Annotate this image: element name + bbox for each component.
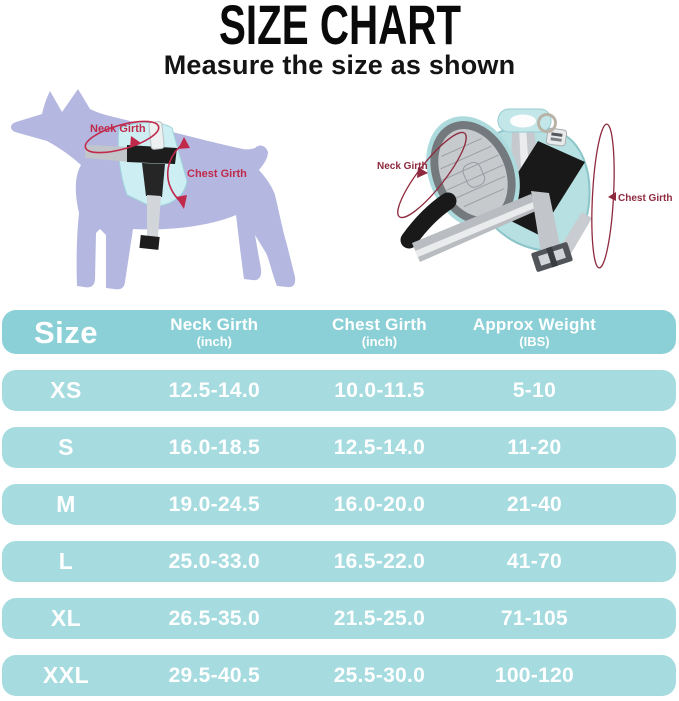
chest-girth-cell: 21.5-25.0 xyxy=(333,607,426,630)
measurement-figures: Neck Girth Chest Girth xyxy=(0,85,679,307)
weight-cell: 100-120 xyxy=(494,664,575,687)
harness-product-photo: Neck Girth Chest Girth xyxy=(377,108,672,272)
neck-girth-cell: 25.0-33.0 xyxy=(168,550,261,573)
chest-girth-cell: 16.0-20.0 xyxy=(333,493,426,516)
size-cell: S xyxy=(58,434,74,460)
neck-girth-arrow-icon xyxy=(417,167,428,178)
column-header-approx-weight: Approx Weight (IBS) xyxy=(472,315,597,349)
column-header-chest-girth: Chest Girth (inch) xyxy=(332,315,427,349)
heading-block: SIZE CHART Measure the size as shown xyxy=(0,0,679,79)
chest-girth-arrow-down-icon xyxy=(176,195,187,209)
column-header-size: Size xyxy=(34,314,99,350)
neck-girth-arrow-icon xyxy=(130,136,141,148)
neck-girth-cell: 19.0-24.5 xyxy=(168,493,261,516)
weight-cell: 71-105 xyxy=(500,607,569,630)
size-row: L 25.0-33.0 16.5-22.0 41-70 xyxy=(2,541,676,582)
d-ring-icon xyxy=(537,113,557,133)
table-body: XS 12.5-14.0 10.0-11.5 5-10 S 16.0-18.5 … xyxy=(2,370,676,696)
size-row: XXL 29.5-40.5 25.5-30.0 100-120 xyxy=(2,655,676,696)
chest-girth-arrow-up-icon xyxy=(178,137,190,149)
weight-cell: 5-10 xyxy=(512,379,557,402)
size-row: M 19.0-24.5 16.0-20.0 21-40 xyxy=(2,484,676,525)
size-cell: XL xyxy=(50,605,82,631)
dog-neck-girth-label: Neck Girth xyxy=(90,123,146,135)
neck-girth-cell: 16.0-18.5 xyxy=(168,436,261,459)
neck-girth-ellipse xyxy=(84,120,160,154)
size-cell: M xyxy=(56,491,76,517)
size-row: XS 12.5-14.0 10.0-11.5 5-10 xyxy=(2,370,676,411)
harness-clip xyxy=(148,121,165,150)
weight-cell: 11-20 xyxy=(507,436,562,459)
chest-girth-cell: 12.5-14.0 xyxy=(333,436,426,459)
chest-girth-cell: 16.5-22.0 xyxy=(333,550,426,573)
weight-cell: 21-40 xyxy=(506,493,563,516)
column-header-neck-girth: Neck Girth (inch) xyxy=(170,315,259,349)
neck-girth-cell: 12.5-14.0 xyxy=(168,379,261,402)
dog-chest-girth-label: Chest Girth xyxy=(187,168,247,180)
mesh-panel xyxy=(426,116,520,230)
logo-patch xyxy=(545,127,568,147)
neck-girth-cell: 26.5-35.0 xyxy=(168,607,261,630)
page-title: SIZE CHART xyxy=(218,0,461,56)
chest-girth-cell: 10.0-11.5 xyxy=(334,379,425,402)
slider-buckle xyxy=(531,242,573,272)
weight-cell: 41-70 xyxy=(506,550,563,573)
size-row: S 16.0-18.5 12.5-14.0 11-20 xyxy=(2,427,676,468)
size-cell: XXL xyxy=(42,662,90,688)
size-table: Size Neck Girth (inch) Chest Girth (inch… xyxy=(2,310,676,696)
size-row: XL 26.5-35.0 21.5-25.0 71-105 xyxy=(2,598,676,639)
table-header-row: Size Neck Girth (inch) Chest Girth (inch… xyxy=(2,310,676,354)
product-chest-girth-label: Chest Girth xyxy=(618,193,672,204)
black-band xyxy=(127,145,177,164)
dog-measurement-diagram: Neck Girth Chest Girth xyxy=(10,89,296,290)
product-neck-girth-label: Neck Girth xyxy=(377,161,428,172)
harness-graphic xyxy=(400,108,592,272)
reflective-band xyxy=(85,145,130,162)
neck-girth-ellipse xyxy=(397,131,467,219)
size-cell: XS xyxy=(50,377,82,403)
chest-girth-arrow-icon xyxy=(608,192,616,201)
chest-girth-cell: 25.5-30.0 xyxy=(333,664,426,687)
size-cell: L xyxy=(58,548,74,574)
page-subtitle: Measure the size as shown xyxy=(163,50,516,80)
neck-girth-cell: 29.5-40.5 xyxy=(168,664,261,687)
